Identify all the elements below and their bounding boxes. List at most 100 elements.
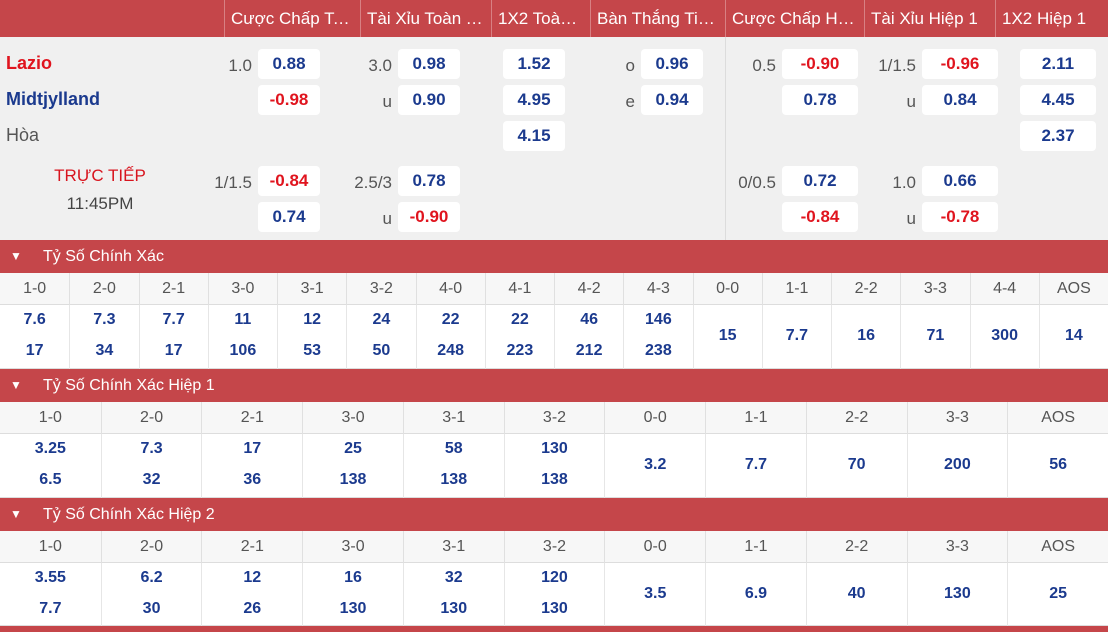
odds-alt-h1-over[interactable]: 0.66 bbox=[922, 166, 998, 196]
odds-home-score[interactable]: 32 bbox=[444, 569, 463, 586]
odds-away-score[interactable]: 106 bbox=[229, 342, 257, 359]
odds-1x2-draw[interactable]: 4.15 bbox=[503, 121, 565, 151]
odds-home-score[interactable]: 12 bbox=[243, 569, 262, 586]
odds-next-goal-e[interactable]: 0.94 bbox=[641, 85, 703, 115]
odds-home-score[interactable]: 7.3 bbox=[93, 311, 116, 328]
header-overunder-h1[interactable]: Tài Xỉu Hiệp 1 bbox=[864, 0, 995, 37]
odds-home-score[interactable]: 146 bbox=[645, 311, 672, 328]
odds-away-score[interactable]: 17 bbox=[25, 342, 44, 359]
odds-h1-handicap-home[interactable]: -0.90 bbox=[782, 49, 858, 79]
odds-h1-under[interactable]: 0.84 bbox=[922, 85, 998, 115]
odds-away-score[interactable]: 34 bbox=[95, 342, 114, 359]
odds-home-score[interactable]: 11 bbox=[234, 311, 252, 328]
odds-away-score[interactable]: 212 bbox=[575, 342, 603, 359]
odds-score[interactable]: 56 bbox=[1049, 456, 1068, 473]
odds-home-score[interactable]: 7.6 bbox=[23, 311, 46, 328]
odds-away-score[interactable]: 36 bbox=[243, 471, 262, 488]
odds-1x2-home[interactable]: 1.52 bbox=[503, 49, 565, 79]
odds-alt-h1-handicap-away[interactable]: -0.84 bbox=[782, 202, 858, 232]
odds-away-score[interactable]: 26 bbox=[243, 600, 262, 617]
odds-score[interactable]: 130 bbox=[944, 584, 971, 602]
odds-away-score[interactable]: 248 bbox=[437, 342, 464, 359]
odds-away-score[interactable]: 138 bbox=[440, 471, 468, 488]
section-correct-score-h1[interactable]: ▼ Tỷ Số Chính Xác Hiệp 1 bbox=[0, 369, 1108, 402]
chevron-down-icon[interactable]: ▼ bbox=[10, 378, 22, 392]
odds-away-score[interactable]: 130 bbox=[339, 600, 367, 617]
header-1x2-ft[interactable]: 1X2 Toàn Trận bbox=[491, 0, 590, 37]
odds-handicap-away[interactable]: -0.98 bbox=[258, 85, 320, 115]
chevron-down-icon[interactable]: ▼ bbox=[10, 249, 22, 263]
odds-h1-1x2-away[interactable]: 4.45 bbox=[1020, 85, 1096, 115]
odds-away-score[interactable]: 30 bbox=[142, 600, 161, 617]
odds-home-score[interactable]: 6.2 bbox=[140, 569, 163, 586]
odds-over[interactable]: 0.98 bbox=[398, 49, 460, 79]
odds-h1-over[interactable]: -0.96 bbox=[922, 49, 998, 79]
odds-home-score[interactable]: 22 bbox=[510, 311, 529, 328]
odds-under[interactable]: 0.90 bbox=[398, 85, 460, 115]
odds-score[interactable]: 25 bbox=[1049, 584, 1068, 602]
odds-score[interactable]: 200 bbox=[944, 456, 971, 473]
odds-h1-1x2-draw[interactable]: 2.37 bbox=[1020, 121, 1096, 151]
odds-away-score[interactable]: 130 bbox=[440, 600, 468, 617]
odds-score[interactable]: 71 bbox=[926, 327, 945, 344]
odds-home-score[interactable]: 3.25 bbox=[34, 440, 66, 457]
odds-home-score[interactable]: 58 bbox=[444, 440, 463, 457]
odds-away-score[interactable]: 223 bbox=[506, 342, 534, 359]
section-correct-score-h2[interactable]: ▼ Tỷ Số Chính Xác Hiệp 2 bbox=[0, 498, 1108, 531]
odds-away-score[interactable]: 32 bbox=[142, 471, 161, 488]
odds-score[interactable]: 70 bbox=[847, 456, 866, 473]
odds-h1-handicap-away[interactable]: 0.78 bbox=[782, 85, 858, 115]
odds-score[interactable]: 15 bbox=[718, 327, 737, 344]
odds-home-score[interactable]: 12 bbox=[303, 311, 322, 328]
odds-alt-under[interactable]: -0.90 bbox=[398, 202, 460, 232]
odds-score[interactable]: 3.5 bbox=[644, 584, 667, 602]
odds-next-goal-o[interactable]: 0.96 bbox=[641, 49, 703, 79]
odds-home-score[interactable]: 120 bbox=[541, 569, 568, 586]
odds-home-score[interactable]: 130 bbox=[541, 440, 568, 457]
header-handicap-h1[interactable]: Cược Chấp Hiệp 1 bbox=[725, 0, 864, 37]
score-label: 3-0 bbox=[302, 402, 403, 434]
odds-home-score[interactable]: 7.7 bbox=[162, 311, 185, 328]
odds-away-score[interactable]: 7.7 bbox=[39, 600, 62, 617]
odds-score[interactable]: 3.2 bbox=[644, 456, 667, 473]
odds-home-score[interactable]: 24 bbox=[372, 311, 391, 328]
odds-1x2-away[interactable]: 4.95 bbox=[503, 85, 565, 115]
odds-alt-h1-handicap-home[interactable]: 0.72 bbox=[782, 166, 858, 196]
odds-home-score[interactable]: 22 bbox=[441, 311, 460, 328]
chevron-down-icon[interactable]: ▼ bbox=[10, 507, 22, 521]
odds-home-score[interactable]: 3.55 bbox=[34, 569, 66, 586]
odds-home-score[interactable]: 16 bbox=[344, 569, 362, 586]
odds-away-score[interactable]: 6.5 bbox=[39, 471, 62, 488]
odds-h1-1x2-home[interactable]: 2.11 bbox=[1020, 49, 1096, 79]
odds-alt-over[interactable]: 0.78 bbox=[398, 166, 460, 196]
odds-score[interactable]: 6.9 bbox=[744, 584, 768, 602]
header-handicap-ft[interactable]: Cược Chấp Toàn Trận bbox=[224, 0, 360, 37]
odds-alt-handicap-home[interactable]: -0.84 bbox=[258, 166, 320, 196]
odds-score[interactable]: 7.7 bbox=[744, 456, 768, 473]
odds-home-score[interactable]: 7.3 bbox=[140, 440, 163, 457]
odds-alt-h1-under[interactable]: -0.78 bbox=[922, 202, 998, 232]
odds-away-score[interactable]: 130 bbox=[541, 600, 568, 617]
header-next-goal[interactable]: Bàn Thắng Tiếp Theo bbox=[590, 0, 725, 37]
odds-alt-handicap-away[interactable]: 0.74 bbox=[258, 202, 320, 232]
odds-away-score[interactable]: 238 bbox=[645, 342, 672, 359]
odds-away-score[interactable]: 50 bbox=[372, 342, 391, 359]
odds-score[interactable]: 14 bbox=[1064, 327, 1083, 344]
odds-home-score[interactable]: 17 bbox=[243, 440, 262, 457]
odds-away-score[interactable]: 53 bbox=[303, 342, 322, 359]
odds-away-score[interactable]: 17 bbox=[164, 342, 183, 359]
odds-away-score[interactable]: 138 bbox=[339, 471, 367, 488]
header-overunder-ft[interactable]: Tài Xỉu Toàn Trận bbox=[360, 0, 491, 37]
odds-home-score[interactable]: 46 bbox=[580, 311, 599, 328]
score-odds-cell: 56 bbox=[1007, 434, 1108, 498]
odds-score[interactable]: 16 bbox=[857, 327, 876, 344]
odds-handicap-home[interactable]: 0.88 bbox=[258, 49, 320, 79]
odds-score[interactable]: 40 bbox=[847, 584, 866, 602]
odds-score[interactable]: 300 bbox=[991, 327, 1018, 344]
section-correct-score[interactable]: ▼ Tỷ Số Chính Xác bbox=[0, 240, 1108, 273]
score-label: 2-2 bbox=[831, 273, 900, 305]
header-1x2-h1[interactable]: 1X2 Hiệp 1 bbox=[995, 0, 1108, 37]
odds-away-score[interactable]: 138 bbox=[541, 471, 568, 488]
odds-score[interactable]: 7.7 bbox=[785, 327, 808, 344]
odds-home-score[interactable]: 25 bbox=[344, 440, 362, 457]
